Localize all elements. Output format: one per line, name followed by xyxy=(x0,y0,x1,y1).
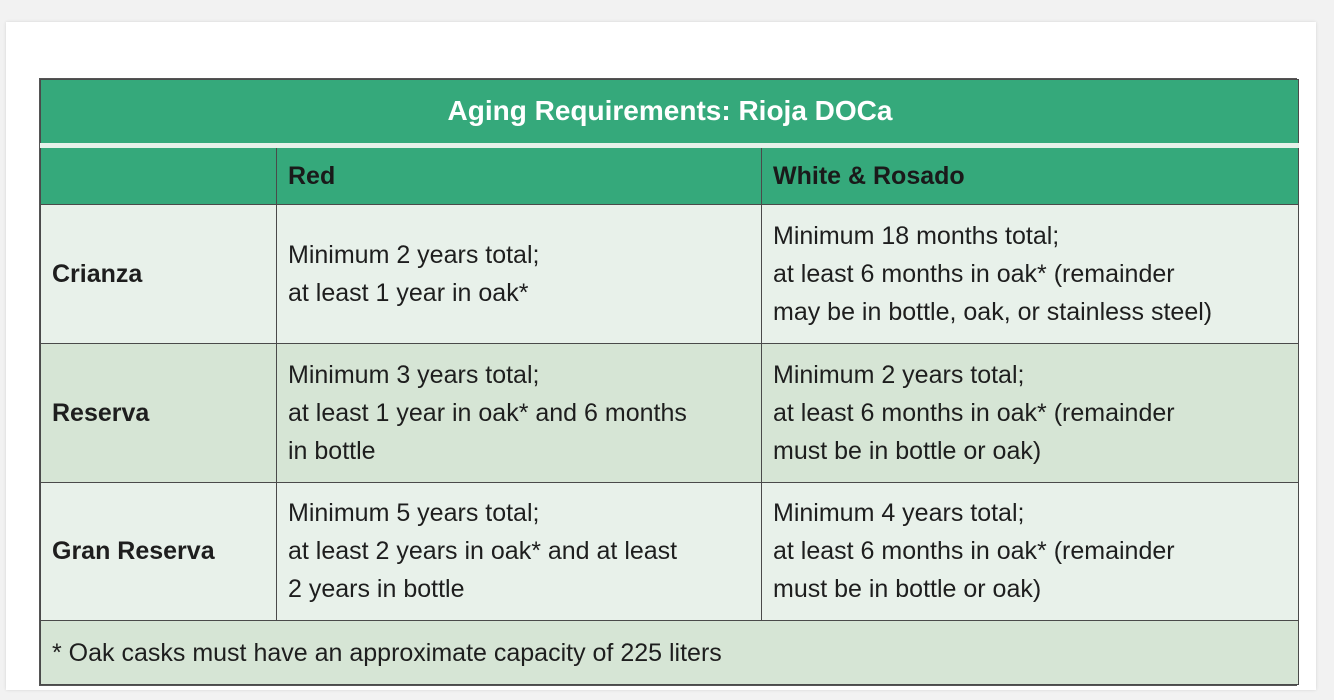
cell-text-line: Minimum 5 years total; xyxy=(288,499,540,528)
table-title: Aging Requirements: Rioja DOCa xyxy=(39,79,1300,148)
cell-text-line: at least 6 months in oak* (remainder xyxy=(773,260,1175,289)
row-label: Crianza xyxy=(40,204,277,345)
row-label: Gran Reserva xyxy=(40,481,277,622)
header-red: Red xyxy=(276,144,762,206)
cell-text-line: Minimum 2 years total; xyxy=(773,360,1025,389)
white-requirement-cell: Minimum 2 years total; at least 6 months… xyxy=(760,343,1300,483)
table-row-crianza: Crianza Minimum 2 years total; at least … xyxy=(40,204,1300,345)
aging-requirements-table: Aging Requirements: Rioja DOCa Red White… xyxy=(39,78,1300,686)
header-white-rosado: White & Rosado xyxy=(760,144,1300,206)
footnote: * Oak casks must have an approximate cap… xyxy=(39,620,1300,685)
table-row-gran-reserva: Gran Reserva Minimum 5 years total; at l… xyxy=(40,481,1300,622)
cell-text-line: Minimum 2 years total; xyxy=(288,241,540,270)
cell-text-line: Minimum 3 years total; xyxy=(288,360,540,389)
red-requirement-cell: Minimum 2 years total; at least 1 year i… xyxy=(276,204,762,345)
cell-text-line: must be in bottle or oak) xyxy=(773,575,1042,604)
slide-card: Aging Requirements: Rioja DOCa Red White… xyxy=(6,22,1316,690)
red-requirement-cell: Minimum 3 years total; at least 1 year i… xyxy=(276,343,762,483)
table-row-reserva: Reserva Minimum 3 years total; at least … xyxy=(40,343,1300,483)
cell-text-line: at least 2 years in oak* and at least xyxy=(288,537,678,566)
cell-text-line: Minimum 18 months total; xyxy=(773,222,1060,251)
cell-text-line: at least 6 months in oak* (remainder xyxy=(773,398,1175,427)
table-title-row: Aging Requirements: Rioja DOCa xyxy=(39,79,1300,148)
white-requirement-cell: Minimum 18 months total; at least 6 mont… xyxy=(760,204,1300,345)
cell-text-line: may be in bottle, oak, or stainless stee… xyxy=(773,298,1213,327)
table-header-row: Red White & Rosado xyxy=(40,144,1300,206)
white-requirement-cell: Minimum 4 years total; at least 6 months… xyxy=(760,481,1300,622)
cell-text-line: at least 6 months in oak* (remainder xyxy=(773,537,1175,566)
cell-text-line: must be in bottle or oak) xyxy=(773,436,1042,465)
row-label: Reserva xyxy=(40,343,277,483)
table-footnote-row: * Oak casks must have an approximate cap… xyxy=(39,620,1300,685)
cell-text-line: Minimum 4 years total; xyxy=(773,499,1025,528)
cell-text-line: in bottle xyxy=(288,436,376,465)
red-requirement-cell: Minimum 5 years total; at least 2 years … xyxy=(276,481,762,622)
header-empty-cell xyxy=(40,144,277,206)
cell-text-line: at least 1 year in oak* and 6 months xyxy=(288,398,687,427)
cell-text-line: 2 years in bottle xyxy=(288,575,465,604)
cell-text-line: at least 1 year in oak* xyxy=(288,279,529,308)
